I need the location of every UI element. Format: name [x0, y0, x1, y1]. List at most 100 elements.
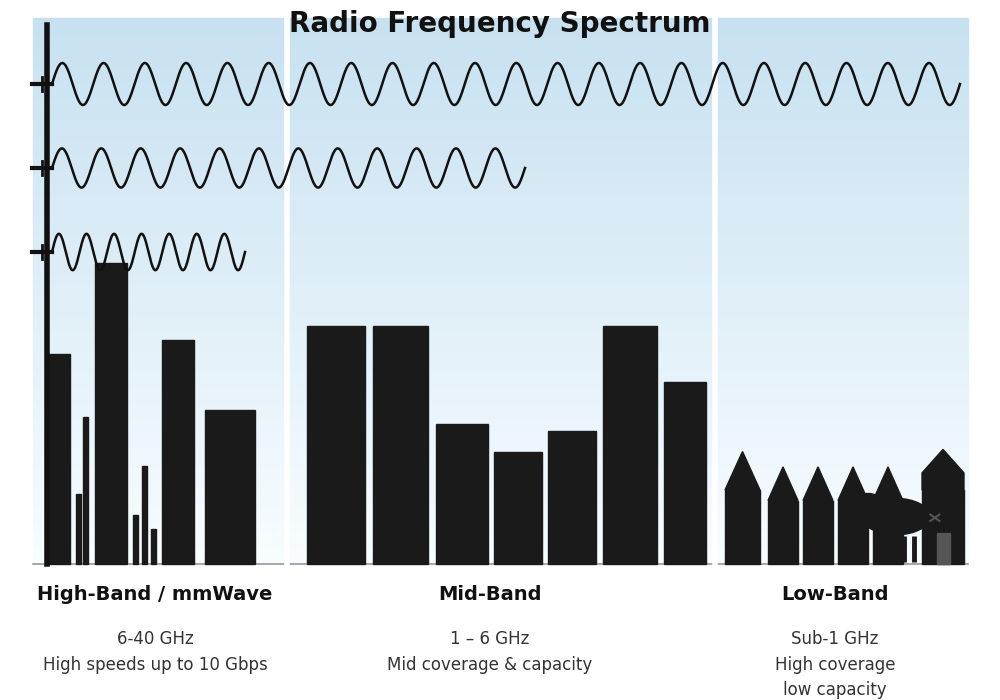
Bar	[33, 512, 968, 514]
Bar	[33, 178, 968, 181]
Bar	[33, 252, 968, 255]
Bar	[436, 424, 488, 564]
Bar	[922, 490, 964, 564]
Bar	[33, 263, 968, 266]
Bar	[33, 99, 968, 102]
Bar	[33, 167, 968, 170]
Bar	[33, 230, 968, 233]
Polygon shape	[922, 449, 964, 490]
Bar	[603, 326, 657, 564]
Bar	[33, 203, 968, 206]
Bar	[33, 430, 968, 433]
Bar	[33, 151, 968, 154]
Bar	[33, 31, 968, 34]
Bar	[33, 496, 968, 498]
Bar	[33, 372, 968, 375]
Bar	[33, 121, 968, 124]
Bar	[33, 411, 968, 413]
Bar	[33, 83, 968, 86]
Bar	[33, 427, 968, 430]
Bar	[33, 236, 968, 239]
Text: High speeds up to 10 Gbps: High speeds up to 10 Gbps	[43, 656, 267, 674]
Bar	[33, 558, 968, 561]
Bar	[33, 66, 968, 69]
Bar	[33, 356, 968, 359]
Bar	[33, 441, 968, 443]
Bar	[33, 72, 968, 75]
Bar	[33, 118, 968, 121]
Bar	[33, 39, 968, 42]
Bar	[33, 479, 968, 482]
Text: Radio Frequency Spectrum: Radio Frequency Spectrum	[289, 10, 711, 38]
Bar	[33, 318, 968, 321]
Polygon shape	[838, 467, 868, 500]
Bar	[33, 482, 968, 484]
Bar	[33, 345, 968, 348]
Bar	[33, 209, 968, 211]
Bar	[33, 140, 968, 143]
Bar	[33, 545, 968, 547]
Bar	[33, 514, 968, 517]
Bar	[33, 29, 968, 31]
Bar	[33, 50, 968, 53]
Bar	[33, 329, 968, 332]
Bar	[33, 525, 968, 528]
Bar	[33, 391, 968, 394]
Bar	[33, 386, 968, 389]
Bar	[33, 266, 968, 269]
Bar	[33, 296, 968, 299]
Bar	[33, 195, 968, 197]
Bar	[33, 334, 968, 337]
Bar	[936, 533, 950, 564]
Bar	[33, 416, 968, 419]
Bar	[33, 64, 968, 66]
Bar	[33, 364, 968, 367]
Bar	[33, 367, 968, 370]
Bar	[33, 255, 968, 258]
Bar	[33, 154, 968, 157]
Bar	[664, 382, 706, 564]
Bar	[33, 97, 968, 99]
Bar	[95, 262, 127, 564]
Bar	[33, 53, 968, 56]
Bar	[33, 165, 968, 167]
Bar	[33, 244, 968, 247]
Ellipse shape	[854, 494, 882, 512]
Bar	[33, 26, 968, 29]
Bar	[33, 307, 968, 309]
Bar	[33, 550, 968, 552]
Bar	[33, 438, 968, 441]
Bar	[33, 375, 968, 378]
Bar	[33, 419, 968, 421]
Bar	[33, 370, 968, 372]
Bar	[33, 102, 968, 105]
Bar	[33, 304, 968, 307]
Bar	[33, 470, 968, 473]
Bar	[33, 476, 968, 479]
Bar	[33, 214, 968, 217]
Bar	[33, 220, 968, 223]
Text: Sub-1 GHz: Sub-1 GHz	[791, 630, 879, 648]
Bar	[33, 233, 968, 236]
Bar	[33, 337, 968, 340]
Bar	[33, 143, 968, 146]
Bar	[33, 394, 968, 397]
Bar	[33, 80, 968, 83]
Bar	[33, 20, 968, 23]
Bar	[33, 181, 968, 184]
Polygon shape	[803, 467, 833, 500]
Bar	[33, 547, 968, 550]
Ellipse shape	[862, 498, 930, 535]
Bar	[33, 18, 968, 20]
Bar	[33, 533, 968, 536]
Bar	[33, 111, 968, 113]
Bar	[205, 410, 255, 564]
Bar	[768, 500, 798, 564]
Bar	[33, 452, 968, 454]
Bar	[725, 490, 760, 564]
Bar	[33, 42, 968, 45]
Text: Low-Band: Low-Band	[781, 584, 889, 603]
Bar	[33, 146, 968, 148]
Bar	[33, 446, 968, 449]
Polygon shape	[725, 452, 760, 490]
